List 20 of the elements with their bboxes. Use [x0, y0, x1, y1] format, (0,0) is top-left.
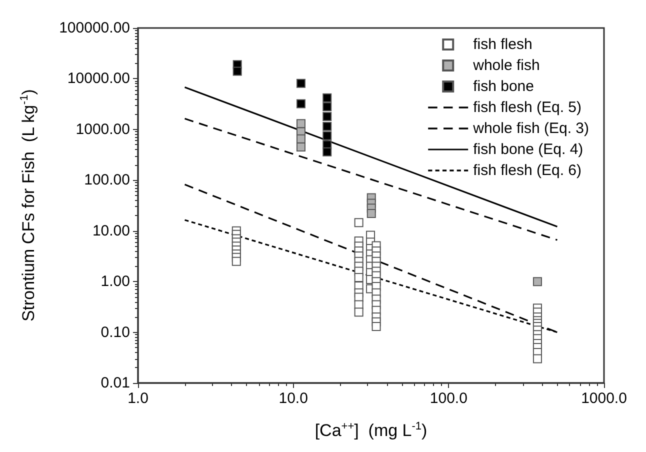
y-axis-title: Strontium CFs for Fish (L kg-1): [18, 89, 38, 322]
y-tick-label: 0.01: [100, 374, 130, 392]
x-tick-label: 1.0: [128, 390, 148, 407]
legend-label: fish flesh (Eq. 5): [473, 99, 582, 116]
legend-label: fish flesh: [473, 36, 532, 53]
x-tick-label: 10.0: [278, 390, 308, 407]
legend-label: whole fish: [472, 57, 540, 74]
y-tick-label: 0.10: [100, 324, 130, 341]
y-tick-label: 100000.00: [59, 20, 130, 36]
y-tick-label: 1.00: [100, 273, 130, 290]
y-tick-label: 100.00: [84, 172, 130, 189]
y-tick-label: 10000.00: [67, 70, 130, 88]
legend-label: fish bone: [473, 78, 534, 95]
x-tick-label: 1000.0: [581, 390, 627, 407]
x-tick-label: 100.0: [430, 390, 468, 407]
legend-label: fish flesh (Eq. 6): [473, 162, 582, 179]
y-tick-label: 10.00: [92, 222, 130, 240]
y-tick-label: 1000.00: [76, 120, 130, 138]
legend-label: fish bone (Eq. 4): [473, 141, 584, 158]
legend-label: whole fish (Eq. 3): [472, 120, 590, 137]
